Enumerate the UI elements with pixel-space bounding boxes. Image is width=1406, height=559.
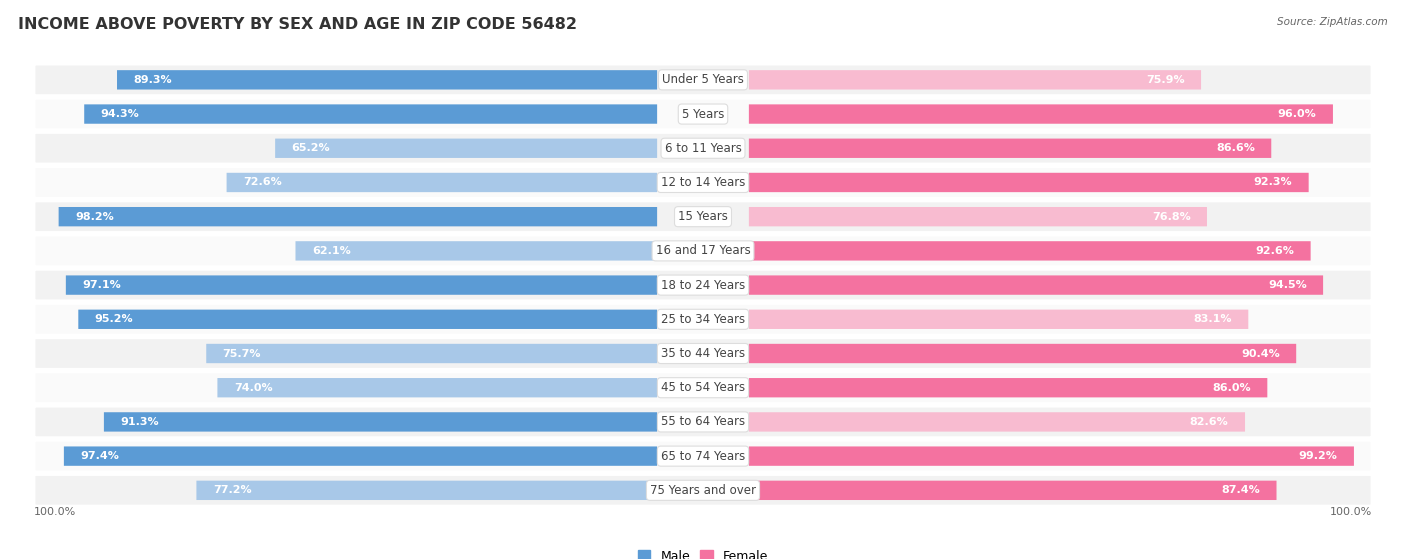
FancyBboxPatch shape [34,132,1372,164]
FancyBboxPatch shape [34,269,1372,301]
Text: 98.2%: 98.2% [75,212,114,222]
Text: 92.3%: 92.3% [1254,177,1292,187]
FancyBboxPatch shape [749,207,1206,226]
FancyBboxPatch shape [34,338,1372,369]
Text: 12 to 14 Years: 12 to 14 Years [661,176,745,189]
FancyBboxPatch shape [749,310,1249,329]
FancyBboxPatch shape [749,276,1323,295]
FancyBboxPatch shape [66,276,657,295]
Text: 99.2%: 99.2% [1299,451,1337,461]
FancyBboxPatch shape [749,412,1246,432]
FancyBboxPatch shape [218,378,657,397]
Text: 18 to 24 Years: 18 to 24 Years [661,278,745,292]
Text: 62.1%: 62.1% [312,246,350,256]
Text: 65.2%: 65.2% [291,143,330,153]
FancyBboxPatch shape [79,310,657,329]
Legend: Male, Female: Male, Female [633,544,773,559]
Text: Under 5 Years: Under 5 Years [662,73,744,86]
Text: 90.4%: 90.4% [1241,348,1279,358]
Text: INCOME ABOVE POVERTY BY SEX AND AGE IN ZIP CODE 56482: INCOME ABOVE POVERTY BY SEX AND AGE IN Z… [18,17,578,32]
FancyBboxPatch shape [104,412,657,432]
FancyBboxPatch shape [749,378,1267,397]
FancyBboxPatch shape [197,481,657,500]
FancyBboxPatch shape [34,474,1372,506]
Text: 95.2%: 95.2% [94,314,134,324]
FancyBboxPatch shape [34,167,1372,198]
Text: 94.5%: 94.5% [1268,280,1306,290]
FancyBboxPatch shape [295,241,657,260]
Text: 16 and 17 Years: 16 and 17 Years [655,244,751,257]
Text: 86.6%: 86.6% [1216,143,1254,153]
FancyBboxPatch shape [749,105,1333,124]
Text: 82.6%: 82.6% [1189,417,1229,427]
Text: 94.3%: 94.3% [101,109,139,119]
Text: 96.0%: 96.0% [1278,109,1316,119]
FancyBboxPatch shape [34,440,1372,472]
Text: 92.6%: 92.6% [1256,246,1294,256]
Text: 97.1%: 97.1% [83,280,121,290]
FancyBboxPatch shape [34,98,1372,130]
Text: 15 Years: 15 Years [678,210,728,223]
FancyBboxPatch shape [63,447,657,466]
Text: 75 Years and over: 75 Years and over [650,484,756,497]
Text: 45 to 54 Years: 45 to 54 Years [661,381,745,394]
Text: 97.4%: 97.4% [80,451,120,461]
FancyBboxPatch shape [226,173,657,192]
FancyBboxPatch shape [34,303,1372,335]
Text: 72.6%: 72.6% [243,177,281,187]
Text: 87.4%: 87.4% [1222,485,1260,495]
Text: 91.3%: 91.3% [121,417,159,427]
Text: 5 Years: 5 Years [682,107,724,121]
FancyBboxPatch shape [749,344,1296,363]
FancyBboxPatch shape [34,406,1372,438]
Text: 76.8%: 76.8% [1152,212,1191,222]
Text: 83.1%: 83.1% [1194,314,1232,324]
Text: 35 to 44 Years: 35 to 44 Years [661,347,745,360]
FancyBboxPatch shape [34,201,1372,233]
Text: 77.2%: 77.2% [212,485,252,495]
FancyBboxPatch shape [34,372,1372,404]
FancyBboxPatch shape [59,207,657,226]
FancyBboxPatch shape [117,70,657,89]
FancyBboxPatch shape [749,139,1271,158]
FancyBboxPatch shape [276,139,657,158]
Text: 100.0%: 100.0% [34,506,76,517]
FancyBboxPatch shape [749,481,1277,500]
Text: 55 to 64 Years: 55 to 64 Years [661,415,745,428]
FancyBboxPatch shape [34,235,1372,267]
FancyBboxPatch shape [749,447,1354,466]
FancyBboxPatch shape [84,105,657,124]
Text: 74.0%: 74.0% [233,383,273,393]
Text: 25 to 34 Years: 25 to 34 Years [661,313,745,326]
FancyBboxPatch shape [207,344,657,363]
Text: 89.3%: 89.3% [134,75,172,85]
FancyBboxPatch shape [749,173,1309,192]
Text: 6 to 11 Years: 6 to 11 Years [665,142,741,155]
Text: 65 to 74 Years: 65 to 74 Years [661,449,745,463]
FancyBboxPatch shape [749,241,1310,260]
Text: 75.9%: 75.9% [1146,75,1185,85]
Text: 100.0%: 100.0% [1330,506,1372,517]
Text: 86.0%: 86.0% [1212,383,1251,393]
Text: 75.7%: 75.7% [222,348,262,358]
FancyBboxPatch shape [34,64,1372,96]
Text: Source: ZipAtlas.com: Source: ZipAtlas.com [1277,17,1388,27]
FancyBboxPatch shape [749,70,1201,89]
